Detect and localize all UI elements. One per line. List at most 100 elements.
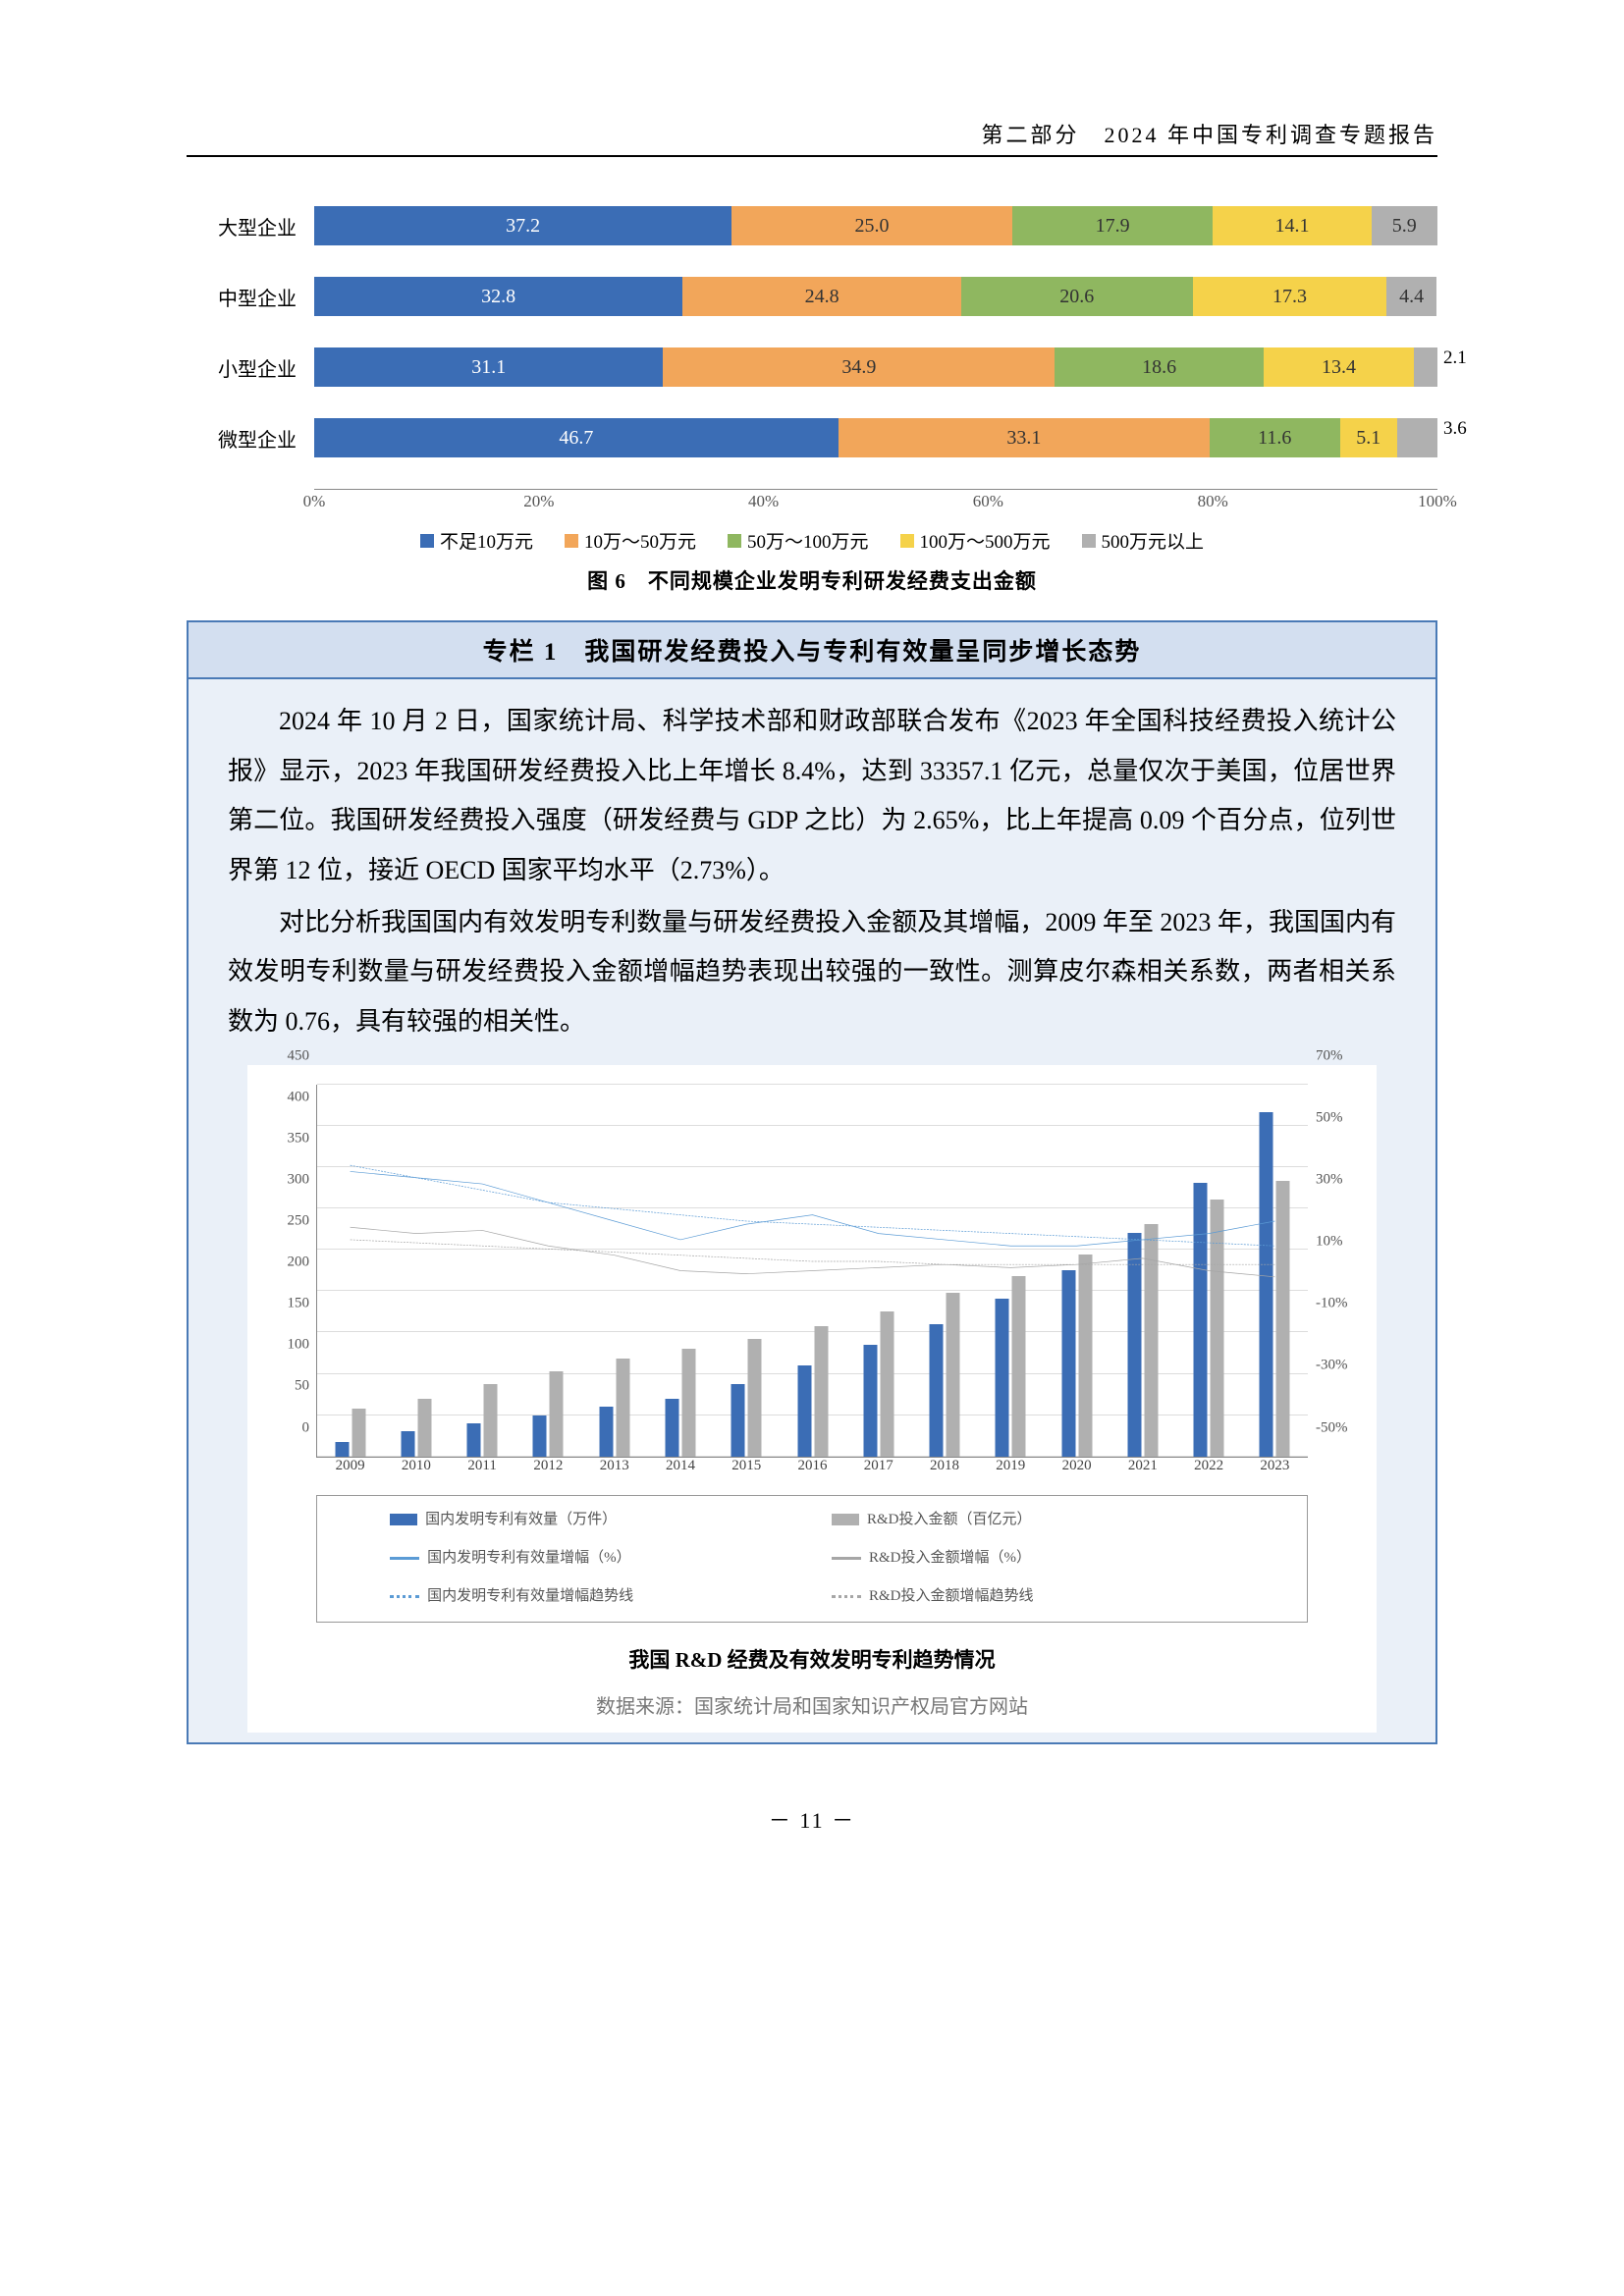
bar-category-label: 微型企业 [187,424,314,453]
combo-chart-plot: 050100150200250300350400450-50%-30%-10%1… [316,1085,1308,1458]
bar-patent-count [930,1324,944,1457]
y-tick-left: 150 [268,1290,309,1318]
y-tick-right: -50% [1316,1414,1367,1442]
combo-chart-source: 数据来源：国家统计局和国家知识产权局官方网站 [257,1688,1367,1727]
x-tick: 80% [1198,492,1228,511]
bar-segment: 17.9 [1012,206,1214,245]
bar-patent-count [533,1415,547,1457]
legend-swatch [420,534,434,548]
bar-rd-amount [1078,1255,1092,1457]
bar-rd-amount [352,1409,365,1457]
legend-label: R&D投入金额增幅趋势线 [869,1582,1034,1611]
combo-chart-legend: 国内发明专利有效量（万件）R&D投入金额（百亿元）国内发明专利有效量增幅（%）R… [316,1495,1308,1623]
y-tick-right: 50% [1316,1103,1367,1132]
legend-swatch [390,1514,417,1525]
x-label: 2012 [533,1452,563,1480]
year-group: 2009 [335,1409,365,1457]
bar-patent-count [996,1299,1009,1456]
paragraph-1: 2024 年 10 月 2 日，国家统计局、科学技术部和财政部联合发布《2023… [228,697,1396,896]
legend-item: 国内发明专利有效量增幅趋势线 [390,1582,792,1611]
legend-swatch [390,1595,419,1598]
bar-segment: 11.6 [1210,418,1340,457]
x-label: 2011 [467,1452,496,1480]
legend-item: 500万元以上 [1082,527,1205,554]
x-label: 2013 [600,1452,629,1480]
bar-category-label: 小型企业 [187,353,314,382]
legend-item: 100万～500万元 [900,527,1051,554]
x-label: 2015 [731,1452,761,1480]
bar-segment: 14.1 [1213,206,1371,245]
page-header: 第二部分 2024 年中国专利调查专题报告 [187,118,1437,157]
x-tick: 100% [1418,492,1457,511]
bar-rd-amount [550,1371,564,1457]
bar-patent-count [665,1399,678,1457]
y-tick-right: 10% [1316,1227,1367,1255]
bar-patent-count [1127,1233,1141,1457]
bar-segment: 46.7 [314,418,839,457]
year-group: 2023 [1260,1112,1290,1456]
bar-patent-count [599,1407,613,1457]
legend-swatch [1082,534,1096,548]
gridline [317,1084,1308,1085]
legend-swatch [832,1514,859,1525]
legend-swatch [832,1557,861,1560]
x-label: 2014 [666,1452,695,1480]
year-group: 2022 [1194,1183,1224,1457]
y-tick-left: 200 [268,1249,309,1277]
x-label: 2018 [930,1452,959,1480]
legend-item: 50万～100万元 [728,527,869,554]
column-box: 专栏 1 我国研发经费投入与专利有效量呈同步增长态势 2024 年 10 月 2… [187,620,1437,1744]
bar-patent-count [1260,1112,1273,1456]
bar-segment: 17.3 [1193,277,1387,316]
legend-item: R&D投入金额（百亿元） [832,1506,1234,1534]
legend-item: 国内发明专利有效量增幅（%） [390,1544,792,1573]
bar-segment: 32.8 [314,277,682,316]
bar-rd-amount [748,1339,762,1457]
x-label: 2021 [1128,1452,1158,1480]
year-group: 2018 [930,1293,960,1456]
x-label: 2019 [996,1452,1025,1480]
bar-segment: 20.6 [961,277,1193,316]
legend-label: 国内发明专利有效量增幅趋势线 [427,1582,633,1611]
year-group: 2021 [1127,1224,1158,1456]
gridline [317,1125,1308,1126]
legend-item: 不足10万元 [420,527,533,554]
bar-segment: 5.9 [1372,206,1437,245]
year-group: 2019 [996,1276,1026,1457]
combo-chart: 050100150200250300350400450-50%-30%-10%1… [247,1065,1377,1733]
gridline [317,1290,1308,1291]
bar-rd-amount [681,1349,695,1457]
legend-label: 100万～500万元 [920,527,1051,554]
bar-rd-amount [1012,1276,1026,1457]
year-group: 2017 [863,1311,893,1457]
gridline [317,1249,1308,1250]
x-label: 2010 [402,1452,431,1480]
year-group: 2013 [599,1359,629,1457]
legend-item: R&D投入金额增幅趋势线 [832,1582,1234,1611]
stacked-bar: 31.134.918.613.42.1 [314,347,1437,387]
bar-segment: 5.1 [1340,418,1397,457]
bar-segment-label-outside: 3.6 [1443,418,1467,440]
year-group: 2015 [731,1339,762,1457]
legend-item: R&D投入金额增幅（%） [832,1544,1234,1573]
x-label: 2023 [1260,1452,1289,1480]
y-tick-right: 30% [1316,1165,1367,1194]
legend-label: 不足10万元 [440,527,533,554]
bar-rd-amount [484,1384,498,1456]
x-axis: 0%20%40%60%80%100% [314,492,1437,519]
bar-rd-amount [417,1399,431,1457]
y-tick-left: 100 [268,1331,309,1360]
x-label: 2020 [1062,1452,1092,1480]
paragraph-2: 对比分析我国国内有效发明专利数量与研发经费投入金额及其增幅，2009 年至 20… [228,898,1396,1047]
legend-swatch [900,534,914,548]
bar-segment: 33.1 [839,418,1210,457]
year-group: 2012 [533,1371,564,1457]
y-tick-right: -10% [1316,1290,1367,1318]
year-group: 2020 [1061,1255,1092,1457]
legend-swatch [832,1595,861,1598]
bar-rd-amount [1144,1224,1158,1456]
chart1-caption: 图 6 不同规模企业发明专利研发经费支出金额 [187,565,1437,595]
bar-category-label: 中型企业 [187,283,314,311]
legend-label: 500万元以上 [1102,527,1205,554]
legend-swatch [565,534,578,548]
